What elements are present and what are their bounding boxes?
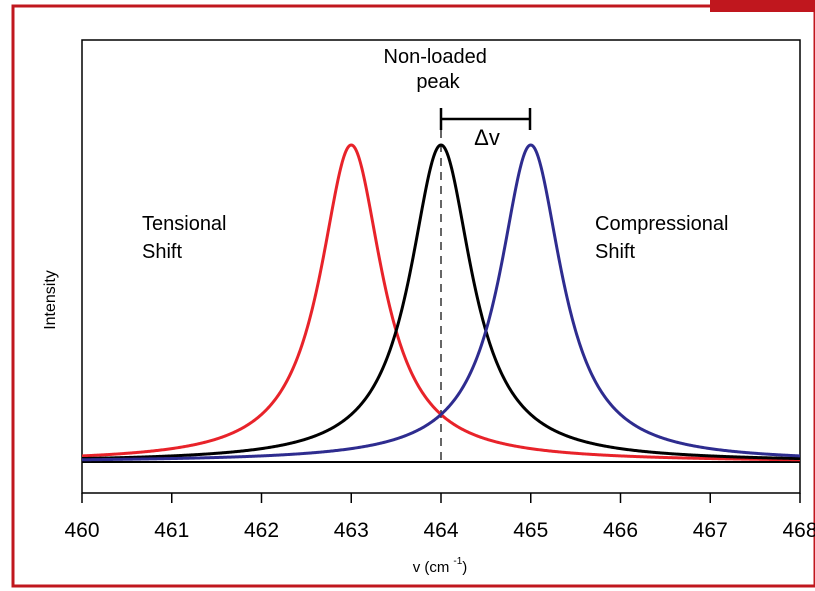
curve-1 <box>81 143 801 461</box>
x-tick-label: 460 <box>64 519 99 542</box>
x-tick-label: 461 <box>154 519 189 542</box>
delta-bracket <box>439 108 532 130</box>
curve-2 <box>81 143 801 462</box>
x-axis-ticks: 460 461 462 463 464 465 466 467 468 <box>64 493 815 542</box>
delta-label: Δv <box>474 125 500 150</box>
tensional-shift-label: Tensional Shift <box>142 213 232 263</box>
x-tick-label: 463 <box>334 519 369 542</box>
compressional-shift-label: Compressional Shift <box>595 213 734 263</box>
y-axis-label: Intensity <box>42 270 59 330</box>
x-tick-label: 464 <box>423 519 458 542</box>
x-tick-label: 465 <box>513 519 548 542</box>
non-loaded-peak-label: Non-loaded peak <box>384 46 493 93</box>
spectra-curves <box>81 143 801 462</box>
x-tick-label: 468 <box>782 519 815 542</box>
x-axis-label: v (cm -1) <box>413 556 468 576</box>
chart-frame <box>11 4 815 588</box>
x-tick-label: 466 <box>603 519 638 542</box>
x-tick-label: 467 <box>693 519 728 542</box>
frame-corner-tab <box>710 0 815 12</box>
x-tick-label: 462 <box>244 519 279 542</box>
